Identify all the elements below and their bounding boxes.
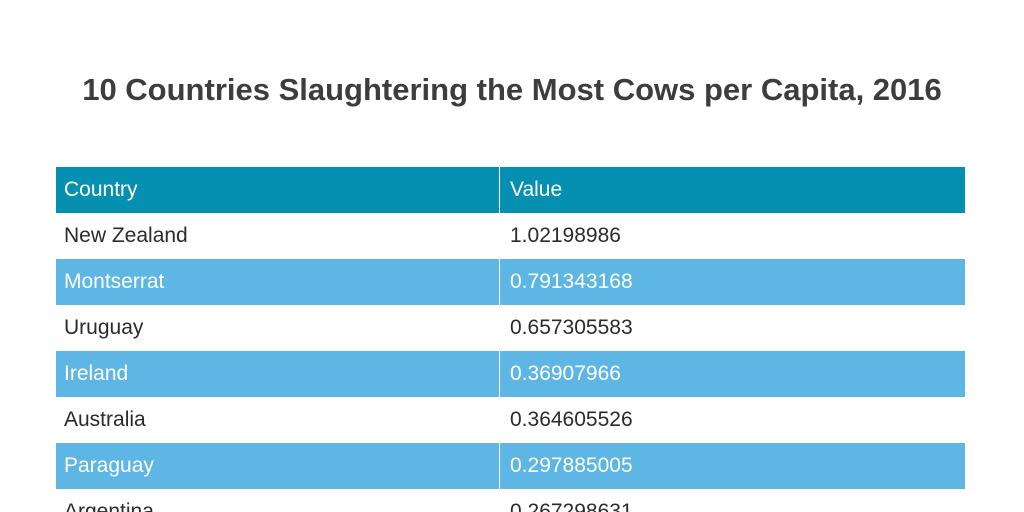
value-cell: 0.657305583 xyxy=(510,316,633,339)
country-cell: New Zealand xyxy=(64,224,188,247)
value-cell: 0.297885005 xyxy=(499,443,965,489)
table-row: Uruguay 0.657305583 xyxy=(56,305,965,351)
chart-title: 10 Countries Slaughtering the Most Cows … xyxy=(82,72,942,107)
table-row: Australia 0.364605526 xyxy=(56,397,965,443)
table-header-row: Country Value xyxy=(56,167,965,213)
column-header-value: Value xyxy=(499,167,965,213)
country-cell: Montserrat xyxy=(64,270,165,293)
table-row: New Zealand 1.02198986 xyxy=(56,213,965,259)
country-cell: Australia xyxy=(64,408,146,431)
data-table: Country Value New Zealand 1.02198986 Monts… xyxy=(56,167,965,512)
country-cell: Argentina xyxy=(64,500,154,512)
table-row: Paraguay 0.297885005 xyxy=(56,443,965,489)
value-cell: 0.267298631 xyxy=(510,500,633,512)
table-row: Ireland 0.36907966 xyxy=(56,351,965,397)
value-cell: 0.791343168 xyxy=(499,259,965,305)
country-cell: Paraguay xyxy=(64,454,154,477)
value-cell: 1.02198986 xyxy=(510,224,621,247)
country-cell: Ireland xyxy=(64,362,129,385)
country-cell: Uruguay xyxy=(64,316,144,339)
column-header-country: Country xyxy=(64,178,138,201)
table-row: Argentina 0.267298631 xyxy=(56,489,965,512)
table-row: Montserrat 0.791343168 xyxy=(56,259,965,305)
value-cell: 0.36907966 xyxy=(499,351,965,397)
value-cell: 0.364605526 xyxy=(510,408,633,431)
